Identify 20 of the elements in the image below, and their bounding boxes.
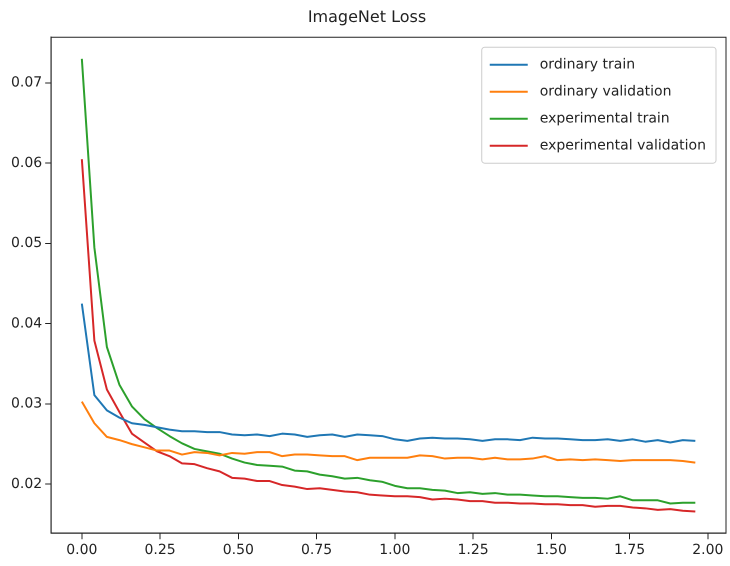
- y-tick-label: 0.02: [11, 476, 42, 492]
- y-tick-label: 0.04: [11, 315, 42, 332]
- x-tick-label: 0.75: [301, 542, 332, 558]
- legend-label: ordinary validation: [540, 83, 672, 100]
- y-tick-label: 0.05: [11, 235, 42, 252]
- x-tick-label: 1.00: [379, 542, 410, 558]
- x-tick-label: 0.25: [144, 542, 176, 558]
- legend-label: experimental validation: [540, 137, 706, 154]
- legend-label: experimental train: [540, 110, 670, 126]
- y-tick-label: 0.06: [11, 154, 42, 171]
- legend-label: ordinary train: [540, 56, 636, 72]
- y-tick-label: 0.07: [11, 74, 42, 91]
- chart-title: ImageNet Loss: [308, 6, 426, 26]
- x-tick-label: 2.00: [692, 542, 724, 558]
- x-tick-label: 1.25: [458, 542, 489, 558]
- y-tick-label: 0.03: [11, 396, 42, 412]
- x-tick-label: 1.50: [536, 542, 567, 558]
- x-tick-label: 0.00: [66, 542, 98, 558]
- x-tick-label: 0.50: [222, 542, 254, 558]
- x-tick-label: 1.75: [614, 542, 646, 558]
